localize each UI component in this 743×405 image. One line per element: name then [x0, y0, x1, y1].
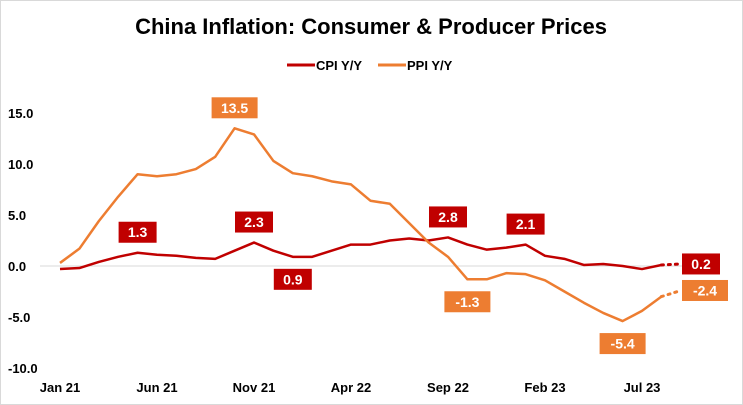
x-tick-label: Sep 22	[427, 380, 469, 395]
data-label-text: 1.3	[128, 224, 148, 240]
data-label: 2.1	[506, 213, 545, 235]
y-axis: 15.0 10.0 5.0 0.0 -5.0 -10.0	[8, 106, 38, 376]
y-tick-label: 0.0	[8, 259, 26, 274]
y-tick-label: -10.0	[8, 361, 38, 376]
data-label: -5.4	[599, 333, 646, 355]
data-label: -2.4	[682, 279, 728, 301]
y-tick-label: -5.0	[8, 310, 30, 325]
data-label-box	[506, 213, 545, 235]
chart-title: China Inflation: Consumer & Producer Pri…	[135, 14, 607, 39]
x-tick-label: Jan 21	[40, 380, 80, 395]
data-label-box	[273, 268, 312, 290]
legend-label: PPI Y/Y	[407, 58, 453, 73]
series-line-0	[59, 236, 662, 271]
x-tick-label: Jul 23	[624, 380, 661, 395]
forecast-line-0	[659, 262, 683, 267]
data-label: 0.9	[273, 268, 312, 290]
data-label-box	[118, 221, 157, 243]
data-label-box	[235, 211, 273, 233]
data-label: 0.2	[682, 253, 720, 275]
legend: CPI Y/Y PPI Y/Y	[287, 58, 453, 73]
data-label-box	[682, 279, 728, 301]
forecast-line-1	[659, 288, 683, 299]
data-label-text: -5.4	[611, 336, 635, 352]
y-tick-label: 10.0	[8, 157, 33, 172]
data-label-text: 13.5	[221, 100, 248, 116]
data-label-text: -1.3	[455, 294, 479, 310]
data-label-text: 0.9	[283, 271, 303, 287]
x-tick-label: Jun 21	[136, 380, 177, 395]
data-label-text: -2.4	[693, 282, 717, 298]
data-label-text: 2.1	[516, 216, 536, 232]
x-tick-label: Feb 23	[524, 380, 565, 395]
plot-area: 1.3 2.3 0.9 2.8 2.1 0.2 13.5 -1.3 -5.4 -2.4	[40, 97, 728, 355]
data-label-box	[682, 253, 720, 275]
series-line-1	[59, 127, 663, 323]
data-label-box	[599, 333, 646, 355]
legend-label: CPI Y/Y	[316, 58, 362, 73]
data-label: 2.3	[235, 211, 273, 233]
x-tick-label: Apr 22	[331, 380, 371, 395]
data-label-text: 2.8	[438, 209, 458, 225]
y-tick-label: 5.0	[8, 208, 26, 223]
x-axis: Jan 21 Jun 21 Nov 21 Apr 22 Sep 22 Feb 23 Jul …	[40, 380, 661, 395]
data-label-text: 0.2	[691, 256, 711, 272]
data-label: 13.5	[211, 97, 258, 119]
data-label: -1.3	[444, 291, 491, 313]
data-label: 1.3	[118, 221, 157, 243]
y-tick-label: 15.0	[8, 106, 33, 121]
data-label-text: 2.3	[244, 214, 264, 230]
data-label: 2.8	[429, 206, 467, 228]
data-label-box	[444, 291, 491, 313]
data-label-box	[429, 206, 467, 228]
x-tick-label: Nov 21	[233, 380, 276, 395]
data-label-box	[211, 97, 258, 119]
